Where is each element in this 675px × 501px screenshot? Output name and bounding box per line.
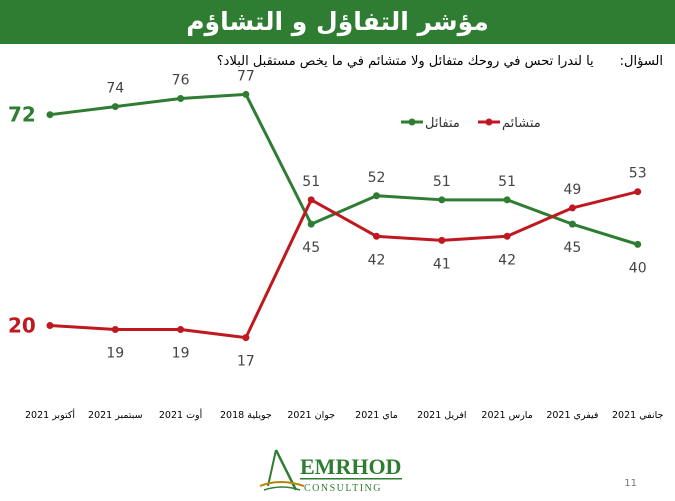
logo-mark-icon	[259, 449, 305, 491]
data-label: 49	[563, 182, 581, 198]
x-tick-label: فيفري 2021	[546, 410, 598, 421]
data-point	[111, 103, 119, 111]
question-text: يا لندرا تحس في روحك متفائل ولا متشائم ف…	[216, 54, 594, 69]
data-label: 41	[433, 256, 451, 272]
data-label: 76	[172, 72, 190, 88]
question-label: السؤال:	[619, 54, 663, 69]
page-title: مؤشر التفاؤل و التشاؤم	[0, 0, 675, 44]
x-tick-label: أوت 2021	[159, 408, 203, 421]
x-tick-label: أكتوبر 2021	[25, 408, 75, 421]
data-point	[503, 232, 511, 240]
data-label: 53	[629, 166, 647, 182]
series-line-1	[49, 190, 639, 340]
data-point	[373, 232, 380, 240]
data-label: 51	[433, 174, 451, 190]
legend-marker	[408, 118, 416, 126]
x-tick-label: افريل 2021	[417, 410, 466, 421]
data-point	[307, 220, 315, 228]
data-point	[307, 196, 315, 204]
data-point	[46, 321, 54, 329]
data-point	[242, 334, 250, 342]
data-point	[177, 326, 185, 334]
x-tick-label: جوان 2021	[287, 410, 335, 421]
survey-question: السؤال: يا لندرا تحس في روحك متفائل ولا م…	[63, 53, 663, 70]
x-tick-label: جانفي 2021	[612, 410, 663, 421]
line-chart: 72 20 74 19 76 19 77 17 45 51 52 42 51 41 51 42 45 49 40 53…	[8, 68, 663, 421]
data-label: 45	[302, 240, 320, 256]
data-label: 40	[629, 260, 647, 276]
data-point	[177, 94, 185, 102]
data-label-highlight: 72	[8, 103, 36, 127]
page-number: 11	[624, 478, 637, 489]
legend-label: متفائل	[425, 116, 460, 131]
data-label: 77	[237, 68, 255, 84]
data-point	[634, 188, 642, 196]
x-tick-label: ماي 2021	[355, 410, 398, 421]
data-label: 45	[563, 240, 581, 256]
legend-label: متشائم	[502, 116, 541, 131]
data-label: 51	[498, 174, 516, 190]
data-label: 19	[172, 346, 190, 362]
legend-marker	[485, 118, 493, 126]
data-point	[111, 326, 119, 334]
data-point	[503, 196, 511, 204]
series-line-0	[49, 92, 639, 246]
x-tick-label: مارس 2021	[481, 410, 532, 421]
data-label: 19	[106, 346, 124, 362]
logo-name: EMRHOD	[300, 454, 401, 479]
legend-item: متفائل	[401, 116, 460, 131]
x-tick-label: جويلية 2018	[220, 410, 272, 421]
legend-item: متشائم	[478, 116, 541, 131]
x-tick-label: سبتمبر 2021	[88, 410, 143, 421]
data-point	[373, 192, 380, 200]
data-label: 52	[368, 170, 386, 186]
data-point	[568, 204, 576, 212]
data-point	[634, 240, 642, 248]
data-point	[242, 90, 250, 98]
data-label: 17	[237, 354, 255, 370]
data-label: 42	[368, 252, 386, 268]
data-point	[438, 236, 446, 244]
data-label-highlight: 20	[8, 313, 36, 337]
data-point	[46, 111, 54, 119]
data-label: 42	[498, 252, 516, 268]
logo-sub: CONSULTING	[304, 483, 382, 494]
data-point	[438, 196, 446, 204]
data-label: 74	[106, 81, 124, 97]
emrhod-logo: EMRHOD CONSULTING	[259, 449, 402, 494]
data-label: 51	[302, 174, 320, 190]
data-point	[568, 220, 576, 228]
